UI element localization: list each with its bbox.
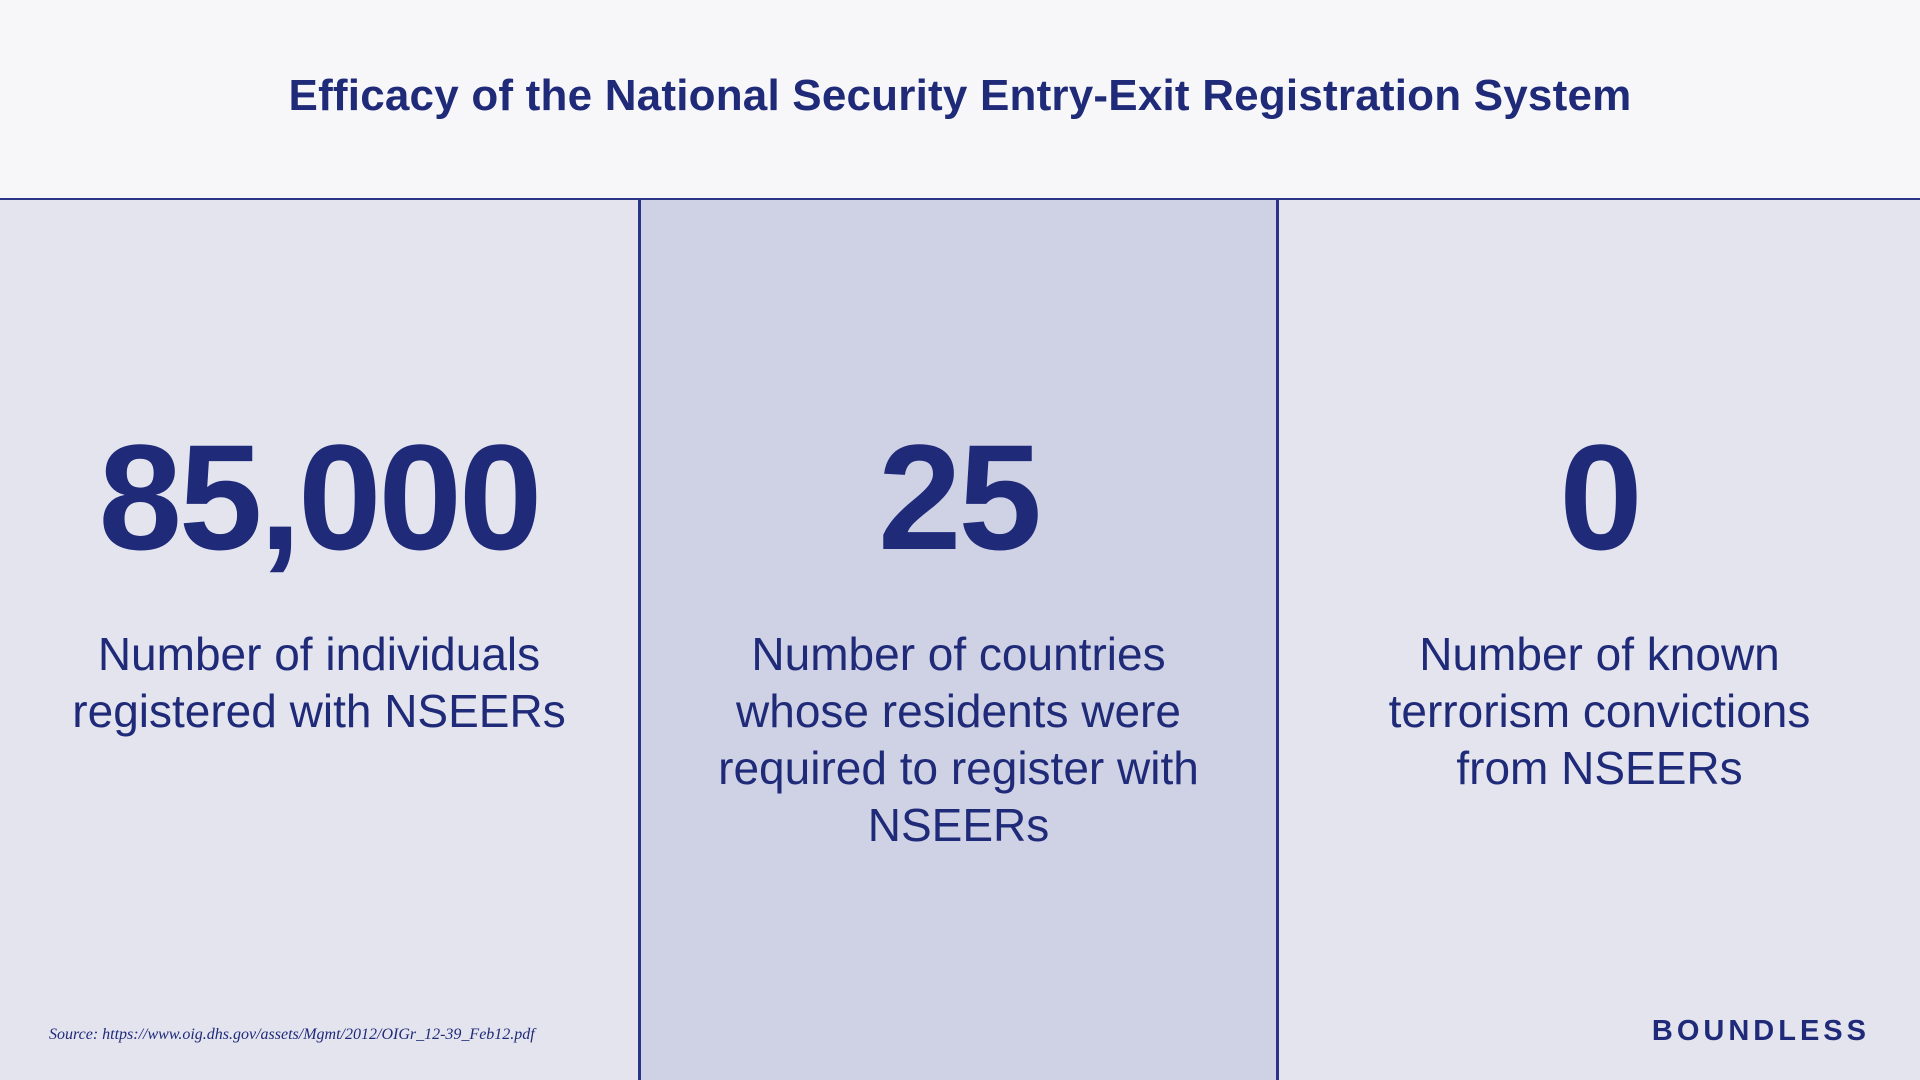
- stat-panel-countries: 25 Number of countries whose residents w…: [638, 200, 1279, 1080]
- stat-panel-convictions: 0 Number of known terrorism convictions …: [1279, 200, 1920, 1080]
- stat-value-countries: 25: [878, 413, 1042, 581]
- brand-logo: BOUNDLESS: [1651, 1015, 1870, 1047]
- page-title: Efficacy of the National Security Entry-…: [288, 71, 1632, 120]
- page-header: Efficacy of the National Security Entry-…: [0, 0, 1920, 200]
- stat-description-countries: Number of countries whose residents were…: [718, 628, 1199, 851]
- stat-panel-individuals: 85,000 Number of individuals registered …: [0, 200, 638, 1080]
- stats-panels: 85,000 Number of individuals registered …: [0, 200, 1920, 1080]
- source-citation: Source: https://www.oig.dhs.gov/assets/M…: [49, 1026, 535, 1043]
- stat-description-individuals: Number of individuals registered with NS…: [72, 628, 566, 737]
- stat-value-individuals: 85,000: [98, 413, 543, 581]
- stat-description-convictions: Number of known terrorism convictions fr…: [1388, 628, 1811, 794]
- stat-value-convictions: 0: [1559, 413, 1642, 581]
